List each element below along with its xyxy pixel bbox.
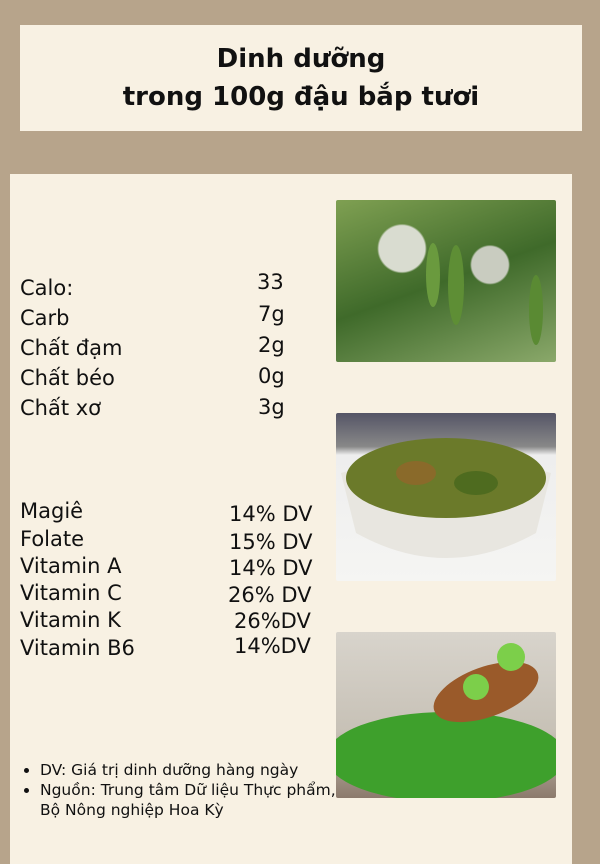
macro-label: Chất xơ — [20, 396, 102, 420]
micro-value: 26% DV — [228, 583, 312, 607]
spoon-graphic — [336, 643, 556, 798]
micro-label: Vitamin K — [20, 608, 121, 632]
macro-value: 7g — [258, 302, 285, 326]
micro-value: 14% DV — [229, 502, 313, 526]
footnote-source: Nguồn: Trung tâm Dữ liệu Thực phẩm, Bộ N… — [40, 780, 340, 820]
sliced-okra-spoon-image — [336, 632, 556, 798]
micro-label: Vitamin C — [20, 581, 122, 605]
macro-label: Carb — [20, 306, 70, 330]
micro-label: Vitamin B6 — [20, 636, 135, 660]
macro-label: Chất đạm — [20, 336, 123, 360]
macro-label: Calo: — [20, 276, 74, 300]
title-line-1: Dinh dưỡng — [216, 44, 386, 74]
macro-row: Calo: 33 — [20, 270, 284, 302]
macro-value: 33 — [257, 270, 284, 294]
macro-row: Carb 7g — [20, 302, 285, 332]
micro-value: 14% DV — [229, 556, 313, 580]
macro-label: Chất béo — [20, 366, 115, 390]
micro-row: Magiê 14% DV — [20, 498, 313, 526]
macro-row: Chất đạm 2g — [20, 333, 285, 362]
micro-value: 15% DV — [229, 530, 313, 554]
okra-plant-image — [336, 200, 556, 362]
micro-value: 26%DV — [234, 609, 311, 633]
micro-row: Vitamin K 26%DV — [20, 607, 311, 634]
micro-label: Magiê — [20, 499, 84, 523]
micro-label: Vitamin A — [20, 554, 122, 578]
micro-row: Vitamin A 14% DV — [20, 553, 313, 580]
micro-label: Folate — [20, 527, 85, 551]
roasted-okra-bowl-image — [336, 413, 556, 581]
micro-row: Vitamin C 26% DV — [20, 580, 312, 607]
micro-value: 14%DV — [234, 634, 311, 658]
macro-row: Chất béo 0g — [20, 364, 285, 392]
content-panel: Calo: 33 Carb 7g Chất đạm 2g Chất béo 0g Chấ… — [10, 174, 572, 864]
macro-value: 3g — [258, 395, 285, 419]
footnote-dv: DV: Giá trị dinh dưỡng hàng ngày — [40, 760, 340, 780]
macro-row: Chất xơ 3g — [20, 395, 285, 422]
okra-pods-graphic — [426, 243, 543, 345]
macro-value: 0g — [258, 364, 285, 388]
bowl-graphic — [341, 438, 551, 558]
title-banner: Dinh dưỡng trong 100g đậu bắp tươi — [20, 25, 582, 131]
footnotes: DV: Giá trị dinh dưỡng hàng ngày Nguồn: … — [20, 760, 340, 820]
title-line-2: trong 100g đậu bắp tươi — [122, 82, 480, 112]
micro-row: Folate 15% DV — [20, 526, 313, 554]
macro-value: 2g — [258, 333, 285, 357]
micro-row: Vitamin B6 14%DV — [20, 634, 311, 662]
